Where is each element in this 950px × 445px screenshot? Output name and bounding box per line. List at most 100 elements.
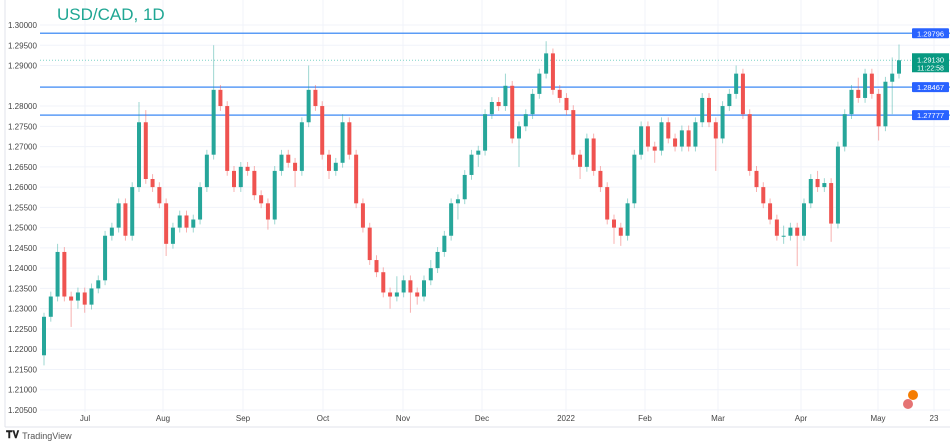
y-tick-label: 1.22000	[8, 345, 37, 354]
candle-body	[313, 89, 318, 107]
y-tick-label: 1.29500	[8, 41, 37, 50]
y-tick-label: 1.25500	[8, 203, 37, 212]
candle-body	[666, 122, 671, 139]
y-tick-label: 1.28000	[8, 102, 37, 111]
us-flag-icon	[903, 399, 913, 409]
level-label-badge	[912, 110, 949, 121]
candle-body	[42, 316, 46, 356]
level-label-badge	[912, 82, 949, 93]
candle-body	[177, 215, 182, 228]
y-tick-label: 1.22500	[8, 325, 37, 334]
candle-body	[333, 162, 338, 171]
candle-body	[537, 73, 542, 94]
candle-body	[496, 102, 501, 107]
candle-body	[374, 260, 379, 273]
candle-body	[489, 102, 494, 115]
x-tick-label: Jul	[80, 414, 90, 423]
candle-body	[354, 154, 359, 204]
candle-body	[137, 122, 141, 188]
candle-body	[591, 138, 596, 171]
candle-body	[252, 170, 257, 196]
y-tick-label: 1.21500	[8, 365, 37, 374]
tradingview-mark-icon: 𝐓𝐕	[6, 430, 20, 441]
candle-body	[693, 122, 698, 147]
candle-body	[198, 187, 203, 220]
y-tick-label: 1.23500	[8, 284, 37, 293]
candle-body	[523, 114, 528, 127]
candle-body	[62, 251, 67, 297]
candle-body	[727, 93, 732, 107]
candle-body	[707, 97, 711, 123]
candle-body	[584, 138, 589, 167]
y-tick-label: 1.23000	[8, 305, 37, 314]
candle-body	[89, 288, 94, 305]
candle-body	[645, 126, 650, 147]
y-tick-label: 1.24500	[8, 244, 37, 253]
candle-body	[103, 235, 108, 281]
candle-body	[598, 170, 603, 188]
y-tick-label: 1.25000	[8, 224, 37, 233]
candle-body	[442, 235, 447, 252]
candle-body	[652, 146, 657, 151]
brand-label: TradingView	[22, 430, 72, 441]
candle-body	[191, 219, 196, 228]
candle-body	[700, 97, 705, 123]
candle-body	[48, 296, 53, 317]
candle-body	[897, 60, 901, 74]
candle-body	[578, 154, 583, 167]
candle-body	[388, 292, 393, 297]
candle-body	[483, 114, 488, 151]
candle-body	[272, 170, 277, 220]
current-price-badge	[912, 53, 949, 73]
y-tick-label: 1.26000	[8, 183, 37, 192]
candle-body	[462, 174, 467, 200]
candle-body	[557, 89, 562, 98]
candle-body	[740, 73, 745, 115]
candle-body	[259, 195, 264, 204]
y-tick-label: 1.30000	[8, 21, 37, 30]
x-tick-label: Sep	[236, 414, 251, 423]
x-tick-label: May	[870, 414, 885, 423]
candle-body	[869, 73, 874, 94]
candle-body	[788, 227, 793, 236]
tradingview-logo: 𝐓𝐕 TradingView	[6, 430, 72, 441]
candle-body	[510, 85, 515, 139]
candle-body	[795, 227, 800, 236]
candle-body	[82, 292, 87, 305]
candle-body	[659, 122, 664, 151]
candle-body	[530, 93, 535, 115]
countdown-label: 11:22:58	[917, 65, 944, 72]
x-tick-label: 2022	[557, 414, 575, 423]
y-tick-label: 1.29000	[8, 62, 37, 71]
candle-body	[863, 73, 868, 98]
candle-body	[408, 280, 413, 293]
candle-body	[293, 162, 298, 171]
candle-body	[815, 179, 820, 188]
candle-body	[238, 166, 243, 188]
candle-body	[761, 187, 766, 204]
candle-body	[428, 268, 433, 281]
candle-body	[170, 227, 175, 244]
candle-body	[503, 85, 508, 107]
candle-body	[679, 130, 684, 147]
candle-body	[211, 89, 216, 155]
candle-body	[130, 187, 135, 236]
candle-body	[686, 130, 691, 147]
candle-body	[164, 203, 169, 244]
candle-body	[340, 122, 345, 163]
candle-body	[360, 203, 365, 228]
candle-body	[455, 199, 460, 204]
candle-body	[754, 170, 759, 188]
candle-body	[876, 93, 881, 127]
candle-body	[605, 187, 610, 220]
candle-body	[265, 203, 270, 220]
canada-flag-icon	[908, 390, 918, 400]
candle-body	[625, 203, 630, 236]
candle-body	[184, 215, 189, 228]
y-tick-label: 1.27500	[8, 122, 37, 131]
candle-body	[849, 89, 854, 115]
candle-body	[245, 166, 250, 171]
candle-body	[69, 296, 74, 301]
candle-body	[381, 272, 386, 293]
